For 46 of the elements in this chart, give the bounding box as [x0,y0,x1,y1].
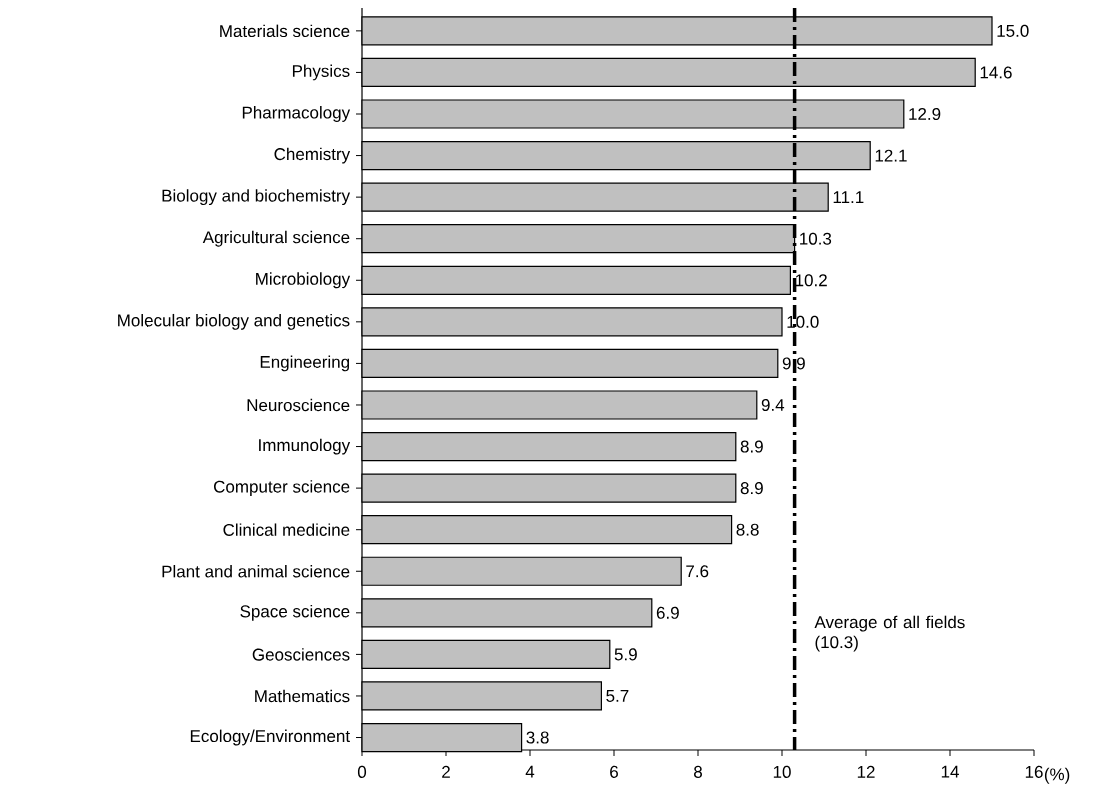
y-tick-label: Immunology [259,438,351,455]
y-tick-label: Pharmacology [242,105,351,122]
data-label: 5.7 [606,689,629,702]
x-tick-label: 8 [694,765,702,778]
y-tick-label: Ecology/Environment [190,729,350,746]
x-tick-label: 10 [773,765,791,778]
y-tick-label: Microbiology [256,272,351,289]
data-label: 8.9 [740,440,763,453]
x-tick-label: 16 [1025,765,1043,778]
data-label: 14.6 [980,66,1012,79]
y-tick-label: Engineering [260,355,350,372]
data-label: 10.2 [795,274,827,287]
y-tick-label: Agricultural science [202,230,350,247]
ref-line-label: Average of all fields (10.3) [814,615,965,652]
y-tick-label: Space science [240,604,350,621]
y-tick-label: Materials science [220,24,350,37]
y-tick-label: Plant and animal science [162,564,350,578]
y-tick-label: Physics [292,64,350,81]
y-tick-label: Molecular biology and genetics [118,313,350,330]
data-label: 8.9 [740,481,763,494]
data-label: 15.0 [997,24,1029,37]
y-tick-label: Computer science [213,480,350,496]
x-tick-label: 12 [857,765,875,778]
x-axis-title: (%) [1044,767,1070,784]
y-tick-label: Chemistry [274,147,351,164]
data-label: 7.6 [686,565,709,578]
y-tick-label: Mathematics [255,689,350,703]
y-tick-label: Clinical medicine [223,523,350,536]
y-tick-label: Neuroscience [247,398,350,412]
data-label: 10.0 [787,315,819,328]
y-tick-label: Biology and biochemistry [162,189,351,205]
data-label: 8.8 [736,523,759,536]
data-label: 6.9 [656,606,679,619]
y-tick-label: Geosciences [252,647,350,661]
x-tick-label: 14 [941,765,959,778]
x-tick-label: 4 [525,765,535,778]
data-label: 5.9 [614,648,637,661]
data-label: 12.1 [875,149,907,162]
x-tick-label: 6 [610,765,618,778]
data-label: 12.9 [909,107,941,120]
x-tick-label: 2 [442,765,450,778]
data-label: 9.4 [761,398,785,411]
data-label: 11.1 [833,191,864,203]
data-label: 3.8 [526,731,549,744]
data-label: 10.3 [800,232,832,245]
x-tick-label: 0 [357,765,367,778]
